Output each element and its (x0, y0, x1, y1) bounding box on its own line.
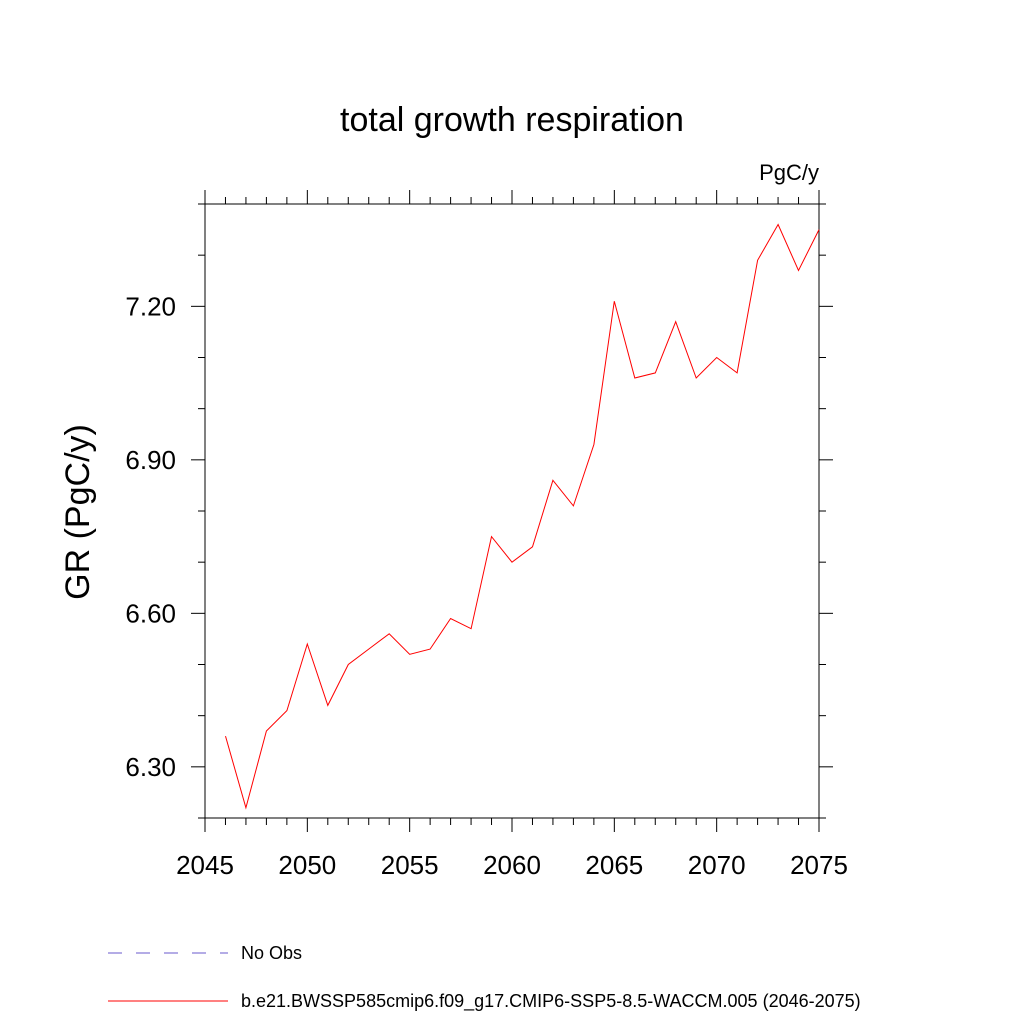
x-tick-label: 2070 (688, 850, 746, 880)
y-tick-label: 6.30 (125, 752, 176, 782)
x-tick-label: 2045 (176, 850, 234, 880)
chart-title: total growth respiration (340, 101, 684, 139)
units-label: PgC/y (759, 160, 819, 185)
y-axis-label: GR (PgC/y) (59, 424, 97, 600)
y-tick-label: 6.90 (125, 445, 176, 475)
axis-ticks (191, 190, 833, 832)
y-tick-labels: 6.30 6.60 6.90 7.20 (125, 291, 176, 781)
x-tick-label: 2060 (483, 850, 541, 880)
x-tick-label: 2055 (381, 850, 439, 880)
y-tick-label: 6.60 (125, 598, 176, 628)
legend-label-model: b.e21.BWSSP585cmip6.f09_g17.CMIP6-SSP5-8… (241, 991, 861, 1012)
legend: No Obs b.e21.BWSSP585cmip6.f09_g17.CMIP6… (108, 943, 861, 1012)
x-tick-labels: 2045 2050 2055 2060 2065 2070 2075 (176, 850, 848, 880)
series-group (225, 223, 820, 810)
legend-label-no-obs: No Obs (241, 943, 302, 963)
y-tick-label: 7.20 (125, 291, 176, 321)
plot-frame (204, 203, 820, 819)
series-line (225, 223, 820, 810)
x-tick-label: 2075 (790, 850, 848, 880)
x-tick-label: 2050 (278, 850, 336, 880)
x-tick-label: 2065 (585, 850, 643, 880)
